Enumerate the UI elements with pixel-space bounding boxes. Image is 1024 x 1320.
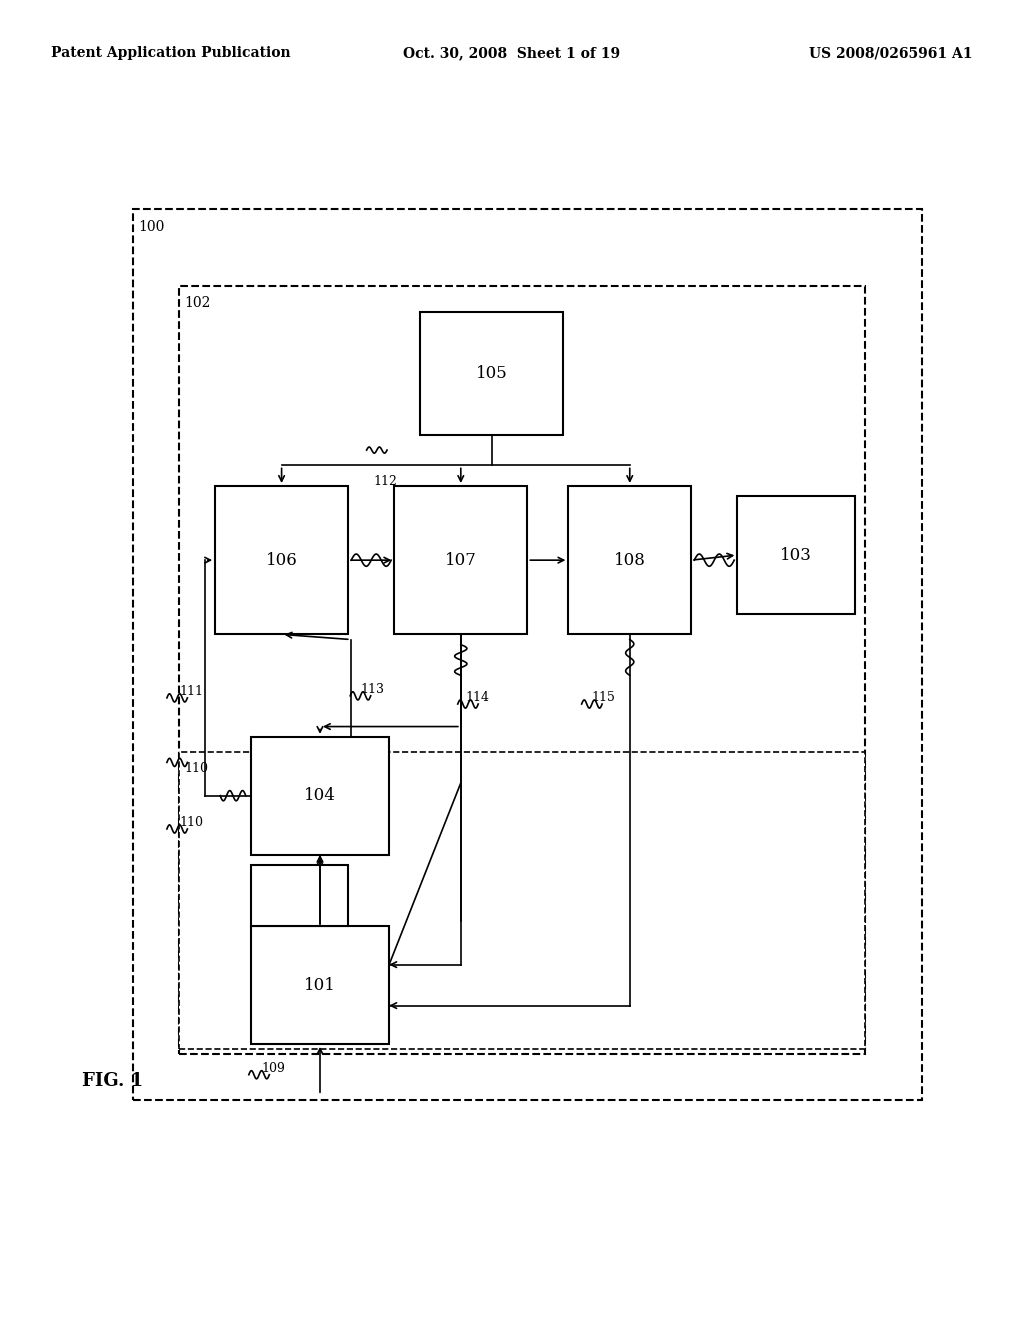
FancyBboxPatch shape — [215, 486, 348, 635]
FancyBboxPatch shape — [251, 737, 389, 854]
Text: 113: 113 — [360, 682, 384, 696]
Text: 100: 100 — [138, 219, 165, 234]
Text: 115: 115 — [592, 692, 615, 704]
Text: 110: 110 — [179, 816, 203, 829]
Text: 103: 103 — [780, 546, 812, 564]
Text: 104: 104 — [304, 787, 336, 804]
FancyBboxPatch shape — [133, 210, 922, 1101]
FancyBboxPatch shape — [179, 752, 865, 1049]
FancyBboxPatch shape — [251, 927, 389, 1044]
FancyBboxPatch shape — [568, 486, 691, 635]
Text: Patent Application Publication: Patent Application Publication — [51, 46, 291, 61]
FancyBboxPatch shape — [737, 496, 855, 614]
Text: 102: 102 — [184, 297, 211, 310]
Text: 107: 107 — [444, 552, 477, 569]
Text: 111: 111 — [179, 685, 203, 698]
FancyBboxPatch shape — [394, 486, 527, 635]
FancyBboxPatch shape — [420, 312, 563, 434]
Text: 112: 112 — [374, 475, 397, 488]
Text: 114: 114 — [466, 692, 489, 704]
FancyBboxPatch shape — [251, 865, 348, 927]
Text: 105: 105 — [475, 364, 508, 381]
Text: Oct. 30, 2008  Sheet 1 of 19: Oct. 30, 2008 Sheet 1 of 19 — [403, 46, 621, 61]
Text: 106: 106 — [265, 552, 298, 569]
FancyBboxPatch shape — [179, 286, 865, 1055]
Text: 101: 101 — [304, 977, 336, 994]
Text: 109: 109 — [261, 1061, 285, 1074]
Text: US 2008/0265961 A1: US 2008/0265961 A1 — [809, 46, 973, 61]
Text: 108: 108 — [613, 552, 646, 569]
Text: FIG. 1: FIG. 1 — [82, 1072, 143, 1090]
Text: 110: 110 — [184, 763, 208, 775]
